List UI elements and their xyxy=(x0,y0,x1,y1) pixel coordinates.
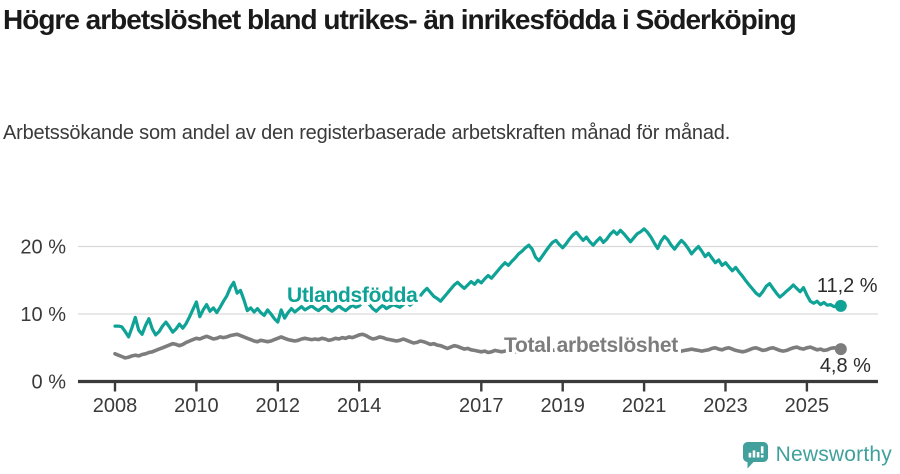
series-lines xyxy=(113,227,843,360)
brand-name: Newsworthy xyxy=(775,443,892,466)
logo-exclamation-dot xyxy=(760,455,764,458)
gridlines xyxy=(78,245,878,315)
newsworthy-branding: Newsworthy xyxy=(742,441,892,469)
series-end-dot xyxy=(834,299,847,312)
x-tick-label: 2025 xyxy=(785,395,830,417)
y-tick-label: 0 % xyxy=(32,372,67,394)
chart-subtitle: Arbetssökande som andel av den registerb… xyxy=(3,122,731,144)
x-tick-label: 2014 xyxy=(337,395,382,417)
x-tick-label: 2023 xyxy=(703,395,748,417)
x-tick-label: 2019 xyxy=(540,395,585,417)
y-tick-label: 20 % xyxy=(20,237,66,259)
series-last-value-label: 4,8 % xyxy=(820,355,871,377)
x-tick-label: 2012 xyxy=(256,395,301,417)
series-label-utlandsfodda: Utlandsfödda xyxy=(287,284,418,307)
x-tick-label: 2008 xyxy=(93,395,138,417)
logo-exclamation-bar xyxy=(760,446,764,454)
logo-bar-3 xyxy=(756,452,760,458)
series-line-total xyxy=(113,332,843,360)
series-last-value-label: 11,2 % xyxy=(817,275,878,297)
newsworthy-logo-icon xyxy=(742,442,768,469)
series-line-utlandsfodda xyxy=(113,227,843,339)
logo-bar-2 xyxy=(752,450,755,458)
y-tick-label: 10 % xyxy=(20,304,66,326)
x-tick-label: 2010 xyxy=(174,395,219,417)
page-title: Högre arbetslöshet bland utrikes- än inr… xyxy=(3,4,797,35)
series-label-total: Total arbetslöshet xyxy=(504,334,678,357)
x-axis: 2008 2010 2012 2014 2017 2019 2021 2023 2025 xyxy=(78,379,878,417)
series-end-markers: 11,2 % 4,8 % xyxy=(817,275,878,377)
y-axis-labels: 0 % 10 % 20 % xyxy=(20,237,66,394)
x-tick-label: 2021 xyxy=(622,395,667,417)
x-tick-label: 2017 xyxy=(459,395,504,417)
series-end-dot xyxy=(834,343,847,356)
logo-bar-1 xyxy=(748,452,751,458)
series-inline-labels: Utlandsfödda Total arbetslöshet xyxy=(284,281,682,360)
